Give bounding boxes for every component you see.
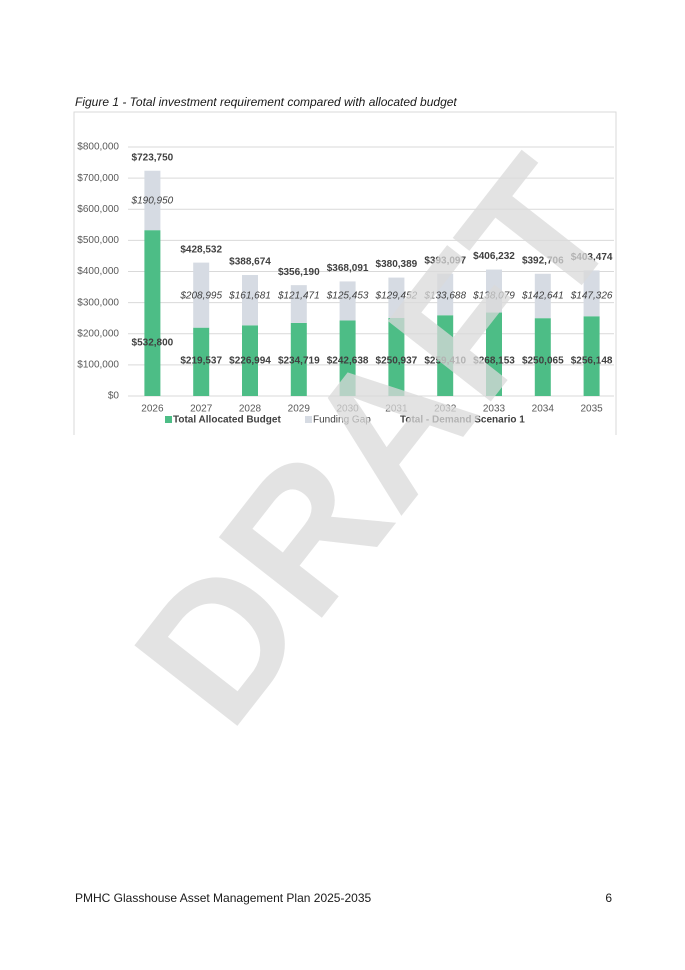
data-label: $161,681	[228, 291, 271, 302]
data-label: $256,148	[571, 356, 613, 367]
data-label: $133,688	[423, 291, 466, 302]
data-label: $208,995	[179, 291, 222, 302]
chart: $0 $100,000 $200,000 $300,000 $400,000 $500,0…	[77, 142, 614, 426]
bar-segment	[388, 277, 405, 318]
data-label: $532,800	[132, 338, 174, 349]
x-tick-label: 2028	[239, 404, 262, 415]
x-tick-label: 2032	[434, 404, 457, 415]
data-label: $121,471	[277, 291, 320, 302]
data-label: $219,537	[180, 356, 222, 367]
x-tick-label: 2031	[385, 404, 408, 415]
bar-segment	[290, 285, 307, 323]
data-label: $250,937	[376, 356, 418, 367]
bar-segment	[144, 170, 161, 231]
data-label: $142,641	[521, 291, 564, 302]
bar-segment	[144, 230, 161, 396]
y-tick-label: $500,000	[77, 235, 119, 246]
bar-segment	[486, 269, 502, 313]
footer-text: PMHC Glasshouse Asset Management Plan 20…	[75, 891, 371, 905]
x-tick-label: 2034	[532, 404, 555, 415]
bar-segment	[534, 318, 551, 396]
data-label: $403,474	[571, 252, 613, 263]
y-tick-label: $700,000	[77, 173, 119, 184]
y-tick-label: $800,000	[77, 142, 119, 153]
bar-segment	[242, 275, 258, 326]
data-label: $138,079	[472, 291, 515, 302]
data-label: $234,719	[278, 356, 320, 367]
x-tick-label: 2030	[336, 404, 359, 415]
data-label: $250,065	[522, 356, 564, 367]
legend-label: Funding Gap	[313, 415, 371, 426]
data-label: $428,532	[180, 244, 222, 255]
y-tick-label: $600,000	[77, 204, 119, 215]
data-label: $190,950	[131, 196, 174, 207]
data-label: $356,190	[278, 267, 320, 278]
bar-segment	[534, 273, 551, 319]
bar-segment	[583, 270, 600, 317]
x-tick-label: 2027	[190, 404, 213, 415]
bar-segment	[437, 315, 454, 396]
chart-frame	[73, 111, 617, 435]
data-label: $406,232	[473, 251, 515, 262]
figure-caption: Figure 1 - Total investment requirement …	[75, 95, 457, 109]
data-label: $147,326	[570, 291, 613, 302]
bar-segment	[486, 312, 502, 396]
y-tick-label: $0	[108, 391, 120, 402]
data-label: $125,453	[326, 291, 369, 302]
data-label: $393,097	[424, 255, 466, 266]
bar-segment	[339, 281, 356, 321]
legend-swatch	[165, 416, 172, 423]
page-number: 6	[605, 891, 612, 905]
y-tick-label: $200,000	[77, 328, 119, 339]
y-tick-label: $400,000	[77, 266, 119, 277]
x-tick-label: 2035	[580, 404, 603, 415]
bar-segment	[339, 320, 356, 396]
data-label: $268,153	[473, 356, 515, 367]
bar-segment	[437, 273, 454, 316]
bar-segment	[193, 262, 210, 328]
data-label: $723,750	[132, 152, 174, 163]
bar-segment	[583, 316, 600, 396]
legend-label: Total Allocated Budget	[173, 415, 281, 426]
data-label: $388,674	[229, 257, 271, 268]
y-tick-label: $300,000	[77, 297, 119, 308]
data-label: $259,410	[424, 356, 466, 367]
data-label: $242,638	[327, 356, 369, 367]
data-label: $380,389	[376, 259, 418, 270]
legend-label: Total - Demand Scenario 1	[400, 415, 525, 426]
bar-segment	[242, 325, 258, 396]
x-tick-label: 2033	[483, 404, 506, 415]
data-label: $368,091	[327, 263, 369, 274]
bar-segment	[290, 322, 307, 396]
x-tick-label: 2026	[141, 404, 164, 415]
data-label: $226,994	[229, 356, 271, 367]
y-tick-label: $100,000	[77, 360, 119, 371]
bar-segment	[193, 327, 210, 396]
x-tick-label: 2029	[288, 404, 311, 415]
data-label: $129,452	[375, 291, 418, 302]
bar-segment	[388, 317, 405, 396]
data-label: $392,706	[522, 255, 564, 266]
legend-swatch	[305, 416, 312, 423]
